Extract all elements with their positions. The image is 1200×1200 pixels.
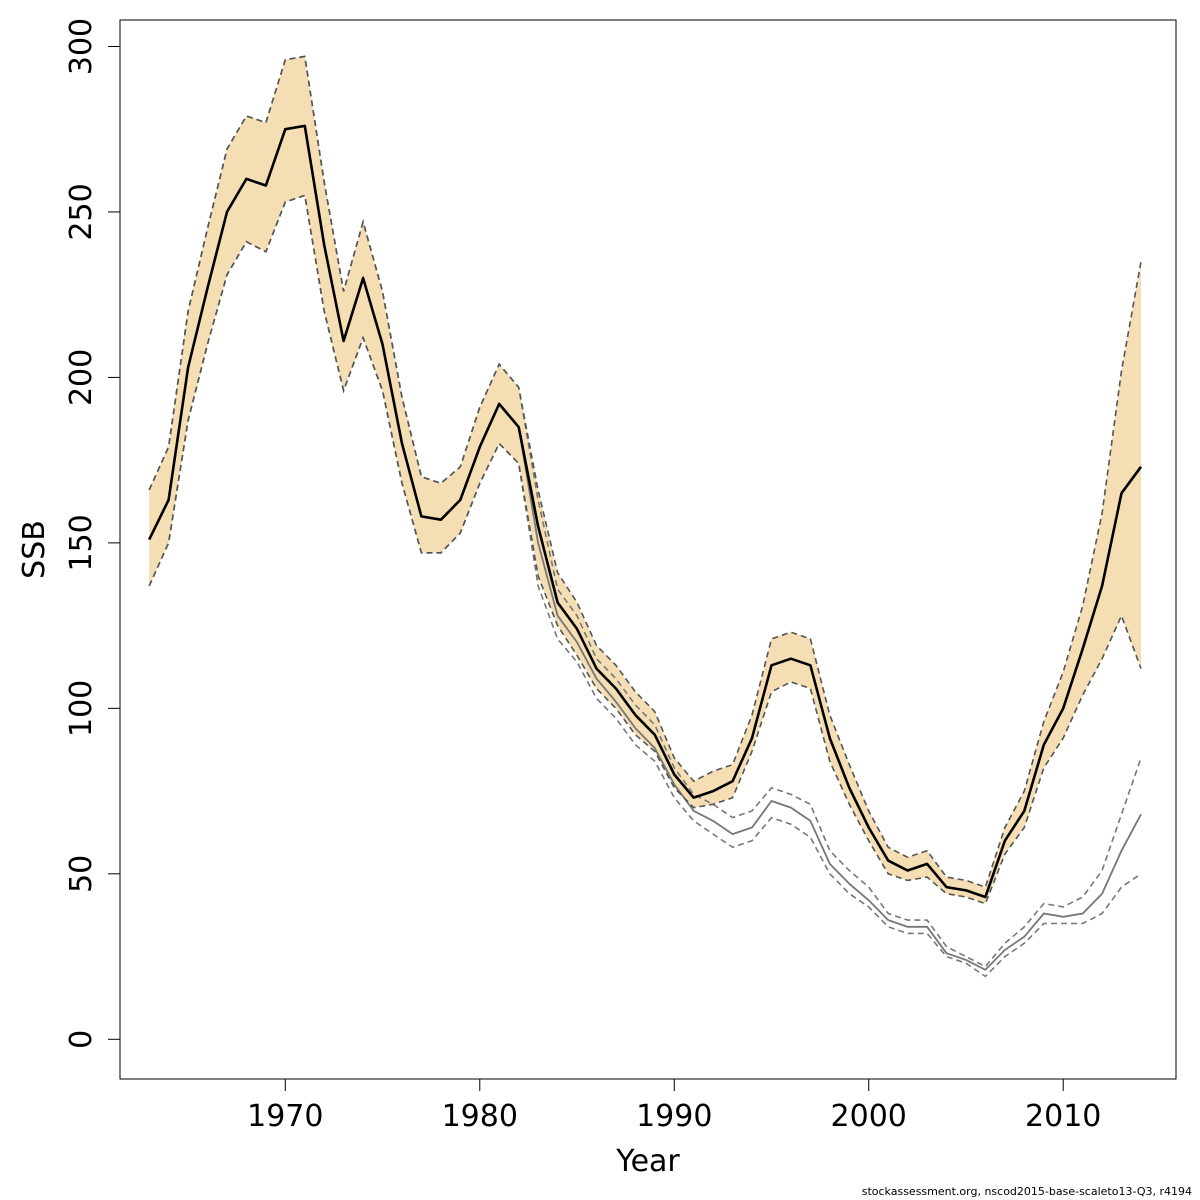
series-line-layer	[148, 55, 1143, 978]
y-tick-label: 50	[64, 855, 99, 893]
x-tick-label: 1970	[247, 1099, 323, 1134]
x-tick-label: 1990	[636, 1099, 712, 1134]
y-tick-label: 200	[64, 349, 99, 406]
y-tick-label: 100	[64, 680, 99, 737]
x-tick-label: 2000	[831, 1099, 907, 1134]
y-axis: 0 50 100 150 200 250 300	[64, 18, 121, 1049]
ssb-estimate-line	[148, 124, 1143, 899]
confidence-band-layer	[149, 56, 1141, 904]
y-tick-label: 300	[64, 18, 99, 75]
y-tick-label: 0	[64, 1030, 99, 1049]
retro-estimate-line	[148, 124, 1142, 971]
y-axis-title: SSB	[17, 520, 52, 579]
y-tick-label: 150	[64, 514, 99, 571]
x-tick-label: 2010	[1025, 1099, 1101, 1134]
retro-upper-line	[148, 55, 1142, 968]
ssb-lower-bound-line	[148, 194, 1142, 905]
retro-lower-line	[148, 194, 1142, 978]
x-axis-title: Year	[615, 1144, 680, 1179]
y-tick-label: 250	[64, 183, 99, 240]
x-tick-label: 1980	[442, 1099, 518, 1134]
ssb-confidence-band	[149, 56, 1141, 904]
ssb-upper-bound-line	[148, 55, 1142, 889]
footnote: stockassessment.org, nscod2015-base-scal…	[861, 1185, 1192, 1198]
x-axis: 1970 1980 1990 2000 2010	[247, 1078, 1101, 1134]
